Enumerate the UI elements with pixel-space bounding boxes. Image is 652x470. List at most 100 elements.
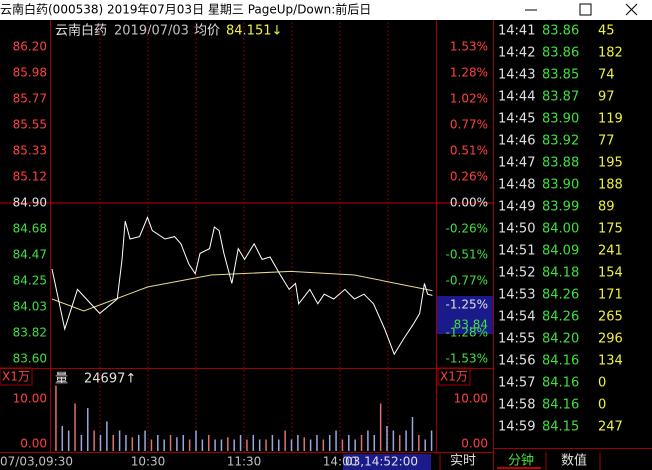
trade-volume: 154 (598, 266, 623, 281)
volume-bar (386, 426, 388, 451)
volume-bar (252, 435, 255, 451)
price-tick-label: 85.33 (13, 144, 47, 158)
volume-bar (188, 439, 191, 451)
trade-time: 14:49 (498, 200, 535, 215)
trade-volume: 182 (598, 46, 623, 61)
pct-tick-label: 0.00% (450, 196, 488, 210)
volume-bar (195, 430, 197, 451)
volume-bar (239, 435, 242, 451)
trade-volume: 89 (598, 200, 615, 215)
price-tick-label: 86.20 (13, 40, 47, 54)
volume-bar (430, 430, 433, 451)
volume-bar (322, 439, 325, 451)
trade-volume: 195 (598, 156, 623, 171)
close-button[interactable] (625, 3, 638, 16)
pct-tick-label: 1.53% (450, 40, 488, 54)
tab[interactable]: 数值 (561, 453, 587, 469)
volume-bar (214, 439, 216, 451)
trade-volume: 0 (598, 398, 606, 413)
volume-bar (398, 435, 401, 451)
pct-tick-label: -1.28% (446, 326, 488, 340)
volume-bar (207, 435, 210, 451)
pct-tick-label: 0.77% (450, 118, 488, 132)
price-tick-label: 85.77 (13, 92, 47, 106)
volume-bar (99, 435, 102, 451)
trade-volume: 134 (598, 354, 623, 369)
volume-bar (74, 403, 76, 451)
trade-volume: 45 (598, 24, 615, 39)
trade-time: 14:54 (498, 310, 535, 325)
trade-time: 14:57 (498, 376, 535, 391)
pct-tick-label: 0.51% (450, 144, 488, 158)
time-label: 11:30 (227, 455, 262, 469)
trade-time: 14:50 (498, 222, 535, 237)
trade-volume: 0 (598, 376, 606, 391)
stock-name: 云南白药 (55, 23, 107, 39)
trade-price: 83.87 (542, 90, 579, 105)
trade-price: 84.26 (542, 310, 579, 325)
trade-time: 14:41 (498, 24, 535, 39)
volume-bar (176, 437, 178, 451)
cursor-box (437, 296, 493, 334)
trade-price: 84.00 (542, 222, 579, 237)
volume-bar (367, 430, 369, 451)
maximize-button[interactable] (579, 3, 592, 16)
volume-bar (80, 435, 83, 451)
pct-tick-label: -0.51% (446, 248, 488, 262)
title-bar (0, 0, 652, 20)
volume-bar (290, 439, 293, 451)
volume-bar (118, 430, 121, 451)
volume-bar (316, 435, 318, 451)
volume-bar (335, 430, 337, 451)
pct-tick-label: 1.02% (450, 92, 488, 106)
avg-value: 84.151↓ (226, 24, 282, 39)
tab[interactable]: 分钟 (508, 453, 534, 469)
trade-price: 83.86 (542, 24, 579, 39)
trade-volume: 74 (598, 68, 615, 83)
trade-time: 14:48 (498, 178, 535, 193)
volume-bar (125, 435, 127, 451)
volume-bar (348, 435, 350, 451)
trade-price: 84.16 (542, 398, 579, 413)
volume-bar (379, 403, 382, 451)
pct-tick-label: 0.26% (450, 170, 488, 184)
volume-bar (265, 439, 267, 451)
price-tick-label: 85.55 (13, 118, 47, 132)
trade-price: 83.92 (542, 134, 579, 149)
volume-bar (405, 430, 407, 451)
volume-bar (284, 430, 286, 451)
trade-time: 14:58 (498, 398, 535, 413)
trade-time: 14:42 (498, 46, 535, 61)
trade-time: 14:46 (498, 134, 535, 149)
price-line (51, 216, 433, 356)
trade-volume: 175 (598, 222, 623, 237)
volume-bar (67, 430, 70, 451)
avg-line (51, 270, 433, 312)
price-tick-label: 85.12 (13, 170, 47, 184)
volume-bar (297, 435, 299, 451)
cursor-time-box (343, 454, 431, 470)
frame (0, 20, 652, 470)
trade-price: 83.99 (542, 200, 579, 215)
price-tick-label: 85.98 (13, 66, 47, 80)
trade-volume: 188 (598, 178, 623, 193)
volume-bar (328, 435, 331, 451)
trade-time: 14:56 (498, 354, 535, 369)
trade-price: 84.26 (542, 288, 579, 303)
trade-price: 84.09 (542, 244, 579, 259)
time-label: 07/03,09:30 (0, 455, 73, 469)
volume-unit: X1万 (440, 370, 468, 384)
trade-volume: 171 (598, 288, 623, 303)
volume-bar (418, 435, 420, 451)
trade-price: 84.15 (542, 420, 579, 435)
price-tick-label: 83.82 (13, 326, 47, 340)
volume-bar (182, 435, 185, 451)
tab[interactable]: 实时 (450, 454, 476, 469)
trade-time: 14:59 (498, 420, 535, 435)
volume-bar (131, 437, 134, 451)
date: 2019/07/03 (114, 24, 189, 39)
trade-volume: 77 (598, 134, 615, 149)
volume-bar (411, 417, 414, 451)
trade-volume: 296 (598, 332, 623, 347)
trade-price: 83.85 (542, 68, 579, 83)
